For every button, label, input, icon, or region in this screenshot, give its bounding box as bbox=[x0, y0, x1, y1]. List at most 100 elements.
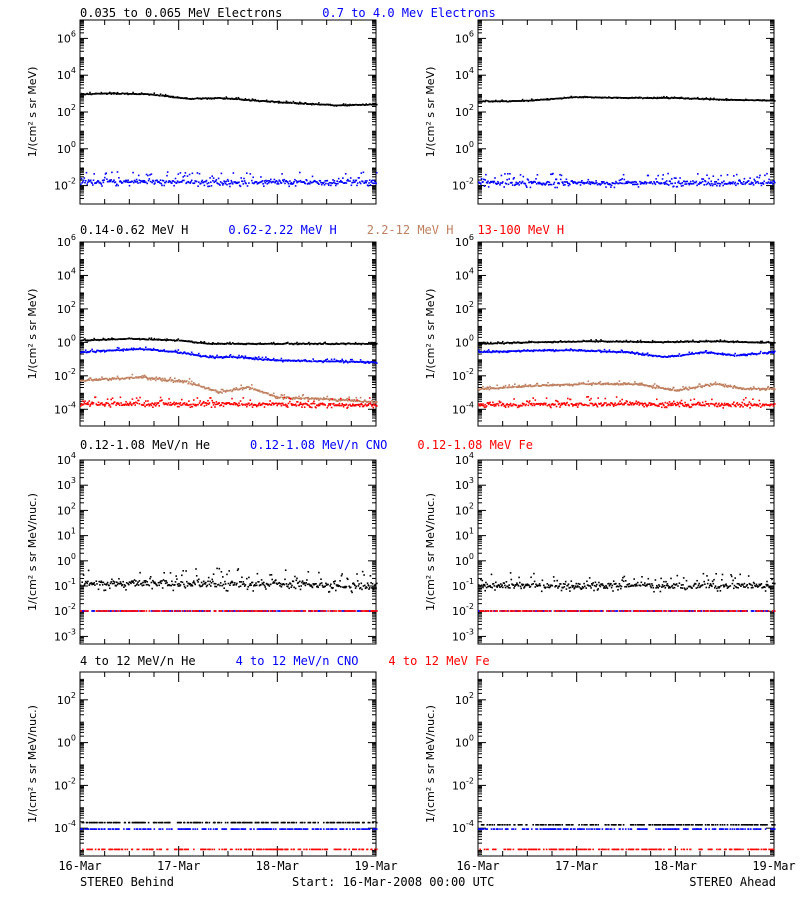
data-point bbox=[516, 183, 518, 185]
data-point bbox=[164, 95, 166, 98]
data-point bbox=[608, 350, 610, 353]
data-point bbox=[640, 181, 643, 184]
data-point bbox=[354, 341, 357, 344]
data-point bbox=[633, 183, 635, 186]
data-point bbox=[221, 392, 223, 394]
data-point bbox=[116, 377, 118, 380]
data-point bbox=[137, 377, 140, 379]
data-point bbox=[265, 356, 267, 358]
data-point bbox=[713, 183, 715, 186]
data-point bbox=[345, 398, 348, 401]
data-point bbox=[178, 379, 180, 381]
data-point bbox=[664, 181, 667, 183]
data-point bbox=[248, 404, 251, 407]
data-point bbox=[352, 399, 354, 401]
data-point bbox=[148, 178, 151, 180]
data-point bbox=[618, 179, 621, 182]
data-point bbox=[496, 384, 498, 387]
data-point bbox=[371, 399, 373, 402]
data-point bbox=[665, 96, 668, 98]
data-point bbox=[115, 338, 117, 341]
data-point bbox=[237, 96, 240, 99]
data-point bbox=[369, 402, 372, 404]
data-point bbox=[526, 350, 528, 352]
data-point bbox=[673, 185, 675, 188]
data-point bbox=[370, 361, 372, 363]
plot-grid: 0.035 to 0.065 MeV Electrons 0.7 to 4.0 M… bbox=[26, 6, 796, 873]
data-point bbox=[228, 402, 230, 404]
data-point bbox=[636, 183, 639, 185]
data-point bbox=[679, 341, 681, 343]
data-point bbox=[318, 102, 320, 104]
data-point bbox=[699, 181, 701, 184]
data-point bbox=[625, 97, 628, 99]
data-point bbox=[275, 397, 277, 399]
data-point bbox=[258, 389, 261, 392]
data-point bbox=[359, 359, 362, 361]
data-point bbox=[330, 406, 333, 409]
data-point bbox=[203, 97, 206, 100]
data-point bbox=[130, 348, 132, 351]
data-point bbox=[228, 343, 230, 345]
data-point bbox=[174, 349, 177, 352]
data-point bbox=[342, 104, 344, 106]
data-point bbox=[685, 180, 687, 183]
data-point bbox=[490, 341, 492, 344]
data-point bbox=[198, 384, 201, 387]
data-point bbox=[368, 179, 371, 181]
data-point bbox=[532, 350, 534, 353]
data-point bbox=[553, 181, 556, 184]
data-point bbox=[663, 182, 665, 184]
data-point bbox=[335, 184, 337, 187]
data-point bbox=[241, 387, 243, 389]
data-point bbox=[260, 390, 263, 393]
data-point bbox=[157, 402, 160, 404]
data-point bbox=[495, 387, 498, 390]
data-point bbox=[169, 378, 171, 380]
data-point bbox=[147, 378, 149, 381]
data-point bbox=[244, 98, 247, 100]
data-point bbox=[691, 340, 693, 343]
data-point bbox=[137, 182, 139, 184]
data-point bbox=[591, 181, 593, 183]
data-point bbox=[709, 352, 712, 354]
data-point bbox=[282, 360, 284, 363]
data-point bbox=[208, 402, 211, 404]
data-point bbox=[329, 182, 331, 184]
data-point bbox=[277, 183, 280, 185]
data-point bbox=[696, 97, 698, 100]
series-0-7-to-4-0-mev-electrons bbox=[478, 172, 776, 189]
data-point bbox=[133, 181, 135, 184]
data-point bbox=[515, 181, 517, 184]
data-point bbox=[478, 389, 481, 391]
data-point bbox=[149, 174, 151, 176]
data-point bbox=[133, 179, 136, 182]
data-point bbox=[200, 98, 203, 100]
data-point bbox=[191, 405, 194, 408]
y-tick-label: 102 bbox=[57, 103, 76, 119]
data-point bbox=[291, 398, 294, 401]
data-point bbox=[347, 406, 349, 409]
data-point bbox=[709, 99, 711, 101]
data-point bbox=[323, 396, 325, 399]
data-point bbox=[330, 360, 332, 363]
data-point bbox=[669, 180, 671, 183]
data-point bbox=[543, 350, 545, 352]
data-point bbox=[195, 180, 198, 183]
data-point bbox=[671, 182, 674, 185]
data-point bbox=[559, 340, 562, 342]
data-point bbox=[610, 184, 613, 187]
data-point bbox=[243, 177, 245, 180]
data-point bbox=[361, 403, 363, 406]
data-point bbox=[111, 402, 113, 405]
data-point bbox=[514, 183, 517, 186]
data-point bbox=[750, 353, 752, 356]
data-point bbox=[704, 351, 706, 354]
data-point bbox=[376, 103, 378, 106]
data-point bbox=[267, 180, 269, 182]
data-point bbox=[280, 182, 283, 184]
data-point bbox=[251, 99, 253, 102]
data-point bbox=[161, 184, 163, 187]
data-point bbox=[360, 172, 363, 174]
data-point bbox=[104, 351, 106, 353]
